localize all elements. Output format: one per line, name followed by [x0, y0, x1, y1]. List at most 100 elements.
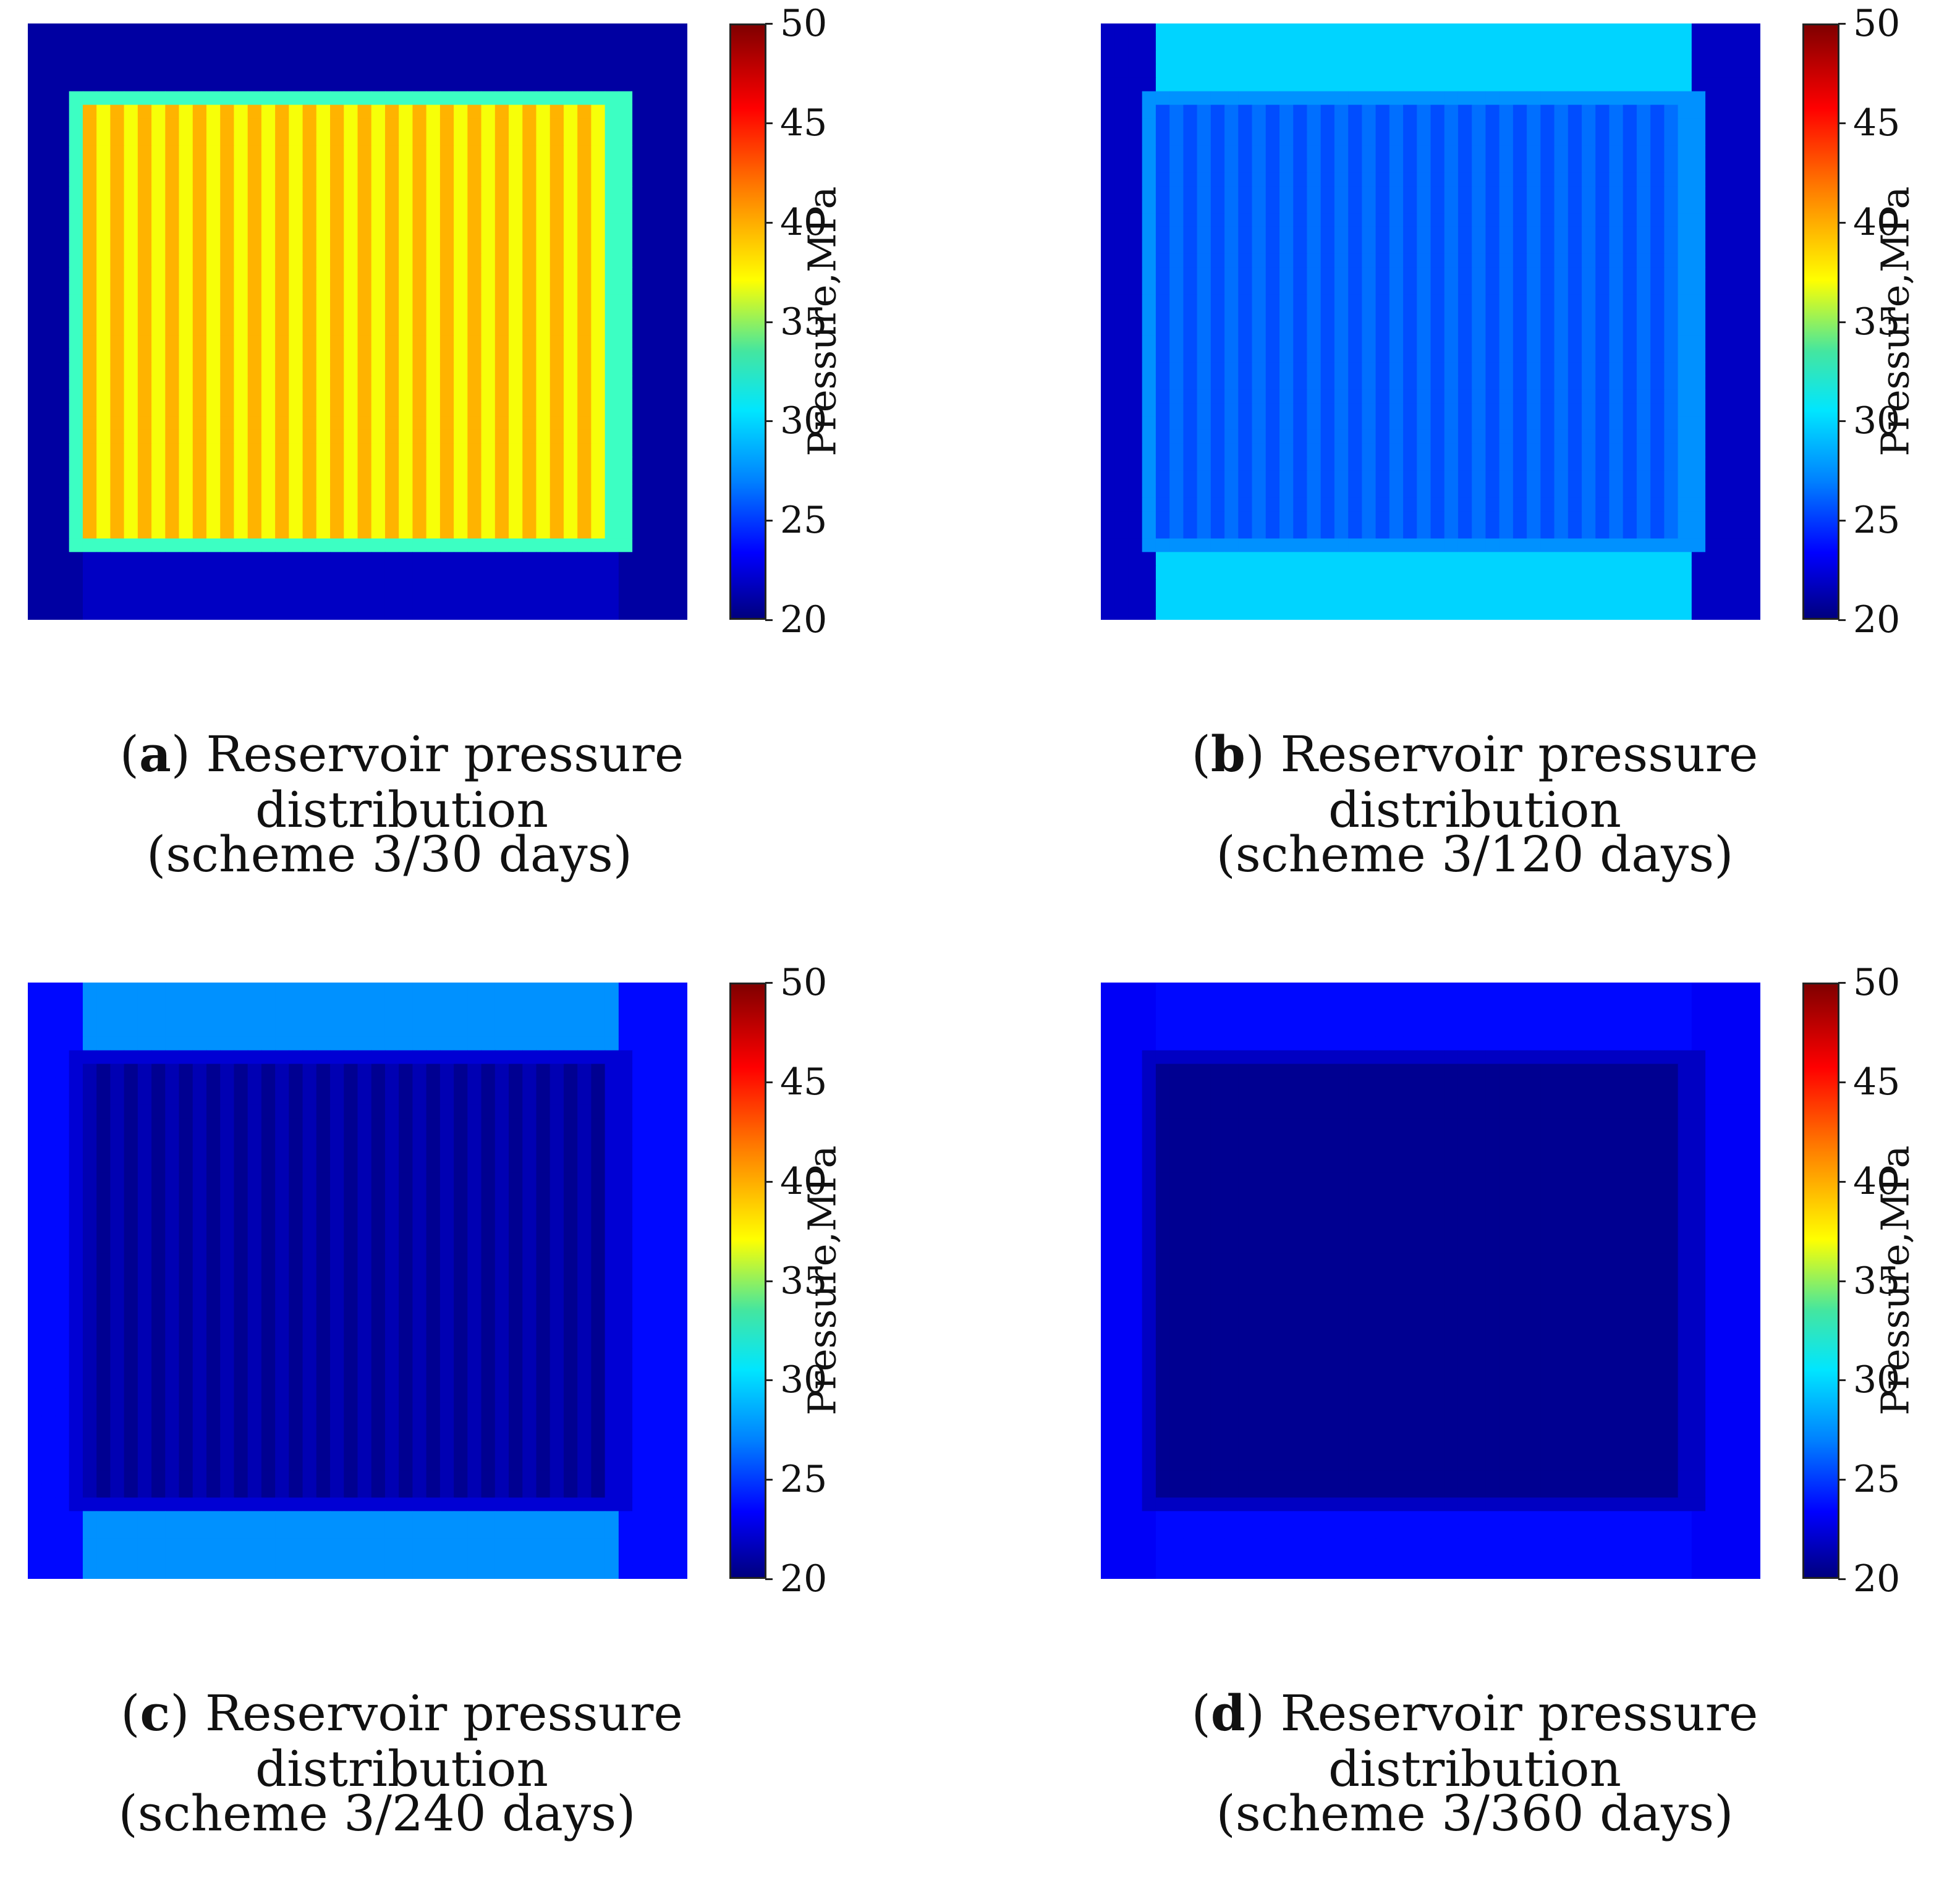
heatmap-cell	[1555, 389, 1569, 404]
heatmap-cell	[1637, 471, 1651, 485]
heatmap-cell	[1238, 37, 1252, 51]
heatmap-cell	[1183, 119, 1197, 133]
heatmap-cell	[1307, 606, 1321, 620]
heatmap-cell	[1568, 403, 1582, 417]
heatmap-cell	[151, 538, 166, 552]
heatmap-cell	[124, 593, 138, 607]
heatmap-cell	[179, 1131, 193, 1146]
heatmap-cell	[28, 471, 42, 485]
heatmap-cell	[1692, 23, 1706, 38]
heatmap-cell	[605, 444, 619, 458]
heatmap-cell	[138, 91, 152, 106]
heatmap-cell	[605, 1091, 619, 1105]
heatmap-cell	[248, 200, 262, 214]
heatmap-cell	[495, 295, 509, 309]
heatmap-cell	[41, 172, 56, 187]
heatmap-cell	[1169, 335, 1184, 349]
heatmap-cell	[1692, 403, 1706, 417]
heatmap-cell	[1568, 362, 1582, 376]
heatmap-cell	[660, 64, 674, 78]
heatmap-cell	[632, 525, 647, 539]
heatmap-cell	[138, 457, 152, 472]
heatmap-cell	[399, 119, 413, 133]
heatmap-cell	[303, 78, 317, 92]
heatmap-cell	[1719, 159, 1733, 173]
heatmap-cell	[1582, 200, 1596, 214]
heatmap-cell	[83, 64, 97, 78]
heatmap-cell	[1472, 145, 1486, 159]
heatmap-cell	[1279, 362, 1294, 376]
heatmap-cell	[1142, 512, 1156, 526]
heatmap-cell	[1637, 403, 1651, 417]
heatmap-cell	[454, 91, 468, 106]
heatmap-cell	[1500, 484, 1514, 499]
heatmap-cell	[206, 349, 221, 363]
heatmap-cell	[385, 471, 399, 485]
heatmap-cell	[1650, 145, 1665, 159]
heatmap-cell	[1705, 145, 1720, 159]
heatmap-cell	[385, 240, 399, 255]
heatmap-cell	[564, 335, 578, 349]
heatmap-cell	[1101, 308, 1115, 323]
heatmap-cell	[1197, 78, 1211, 92]
heatmap-cell	[358, 430, 372, 444]
heatmap-cell	[467, 186, 482, 200]
heatmap-cell	[1362, 538, 1376, 552]
heatmap-cell	[1101, 240, 1115, 255]
heatmap-cell	[1403, 525, 1417, 539]
heatmap-cell	[1293, 444, 1307, 458]
heatmap-cell	[426, 119, 441, 133]
heatmap-cell	[426, 322, 441, 336]
heatmap-cell	[1211, 349, 1225, 363]
heatmap-cell	[28, 389, 42, 404]
heatmap-cell	[440, 983, 454, 997]
heatmap-cell	[261, 37, 276, 51]
heatmap-cell	[55, 457, 69, 472]
heatmap-cell	[330, 376, 344, 390]
heatmap-cell	[1334, 376, 1349, 390]
heatmap-cell	[1595, 159, 1610, 173]
heatmap-cell	[1485, 389, 1500, 404]
heatmap-cell	[1623, 119, 1637, 133]
heatmap-cell	[96, 1051, 111, 1065]
heatmap-cell	[1472, 376, 1486, 390]
heatmap-cell	[1431, 538, 1445, 552]
heatmap-cell	[1389, 498, 1404, 512]
heatmap-cell	[179, 281, 193, 295]
heatmap-cell	[275, 64, 289, 78]
heatmap-cell	[399, 37, 413, 51]
heatmap-cell	[385, 1172, 399, 1186]
heatmap-cell	[1389, 172, 1404, 187]
heatmap-cell	[591, 593, 605, 607]
heatmap-cell	[509, 322, 523, 336]
heatmap-cell	[591, 213, 605, 227]
heatmap-cell	[303, 403, 317, 417]
heatmap-cell	[1431, 349, 1445, 363]
heatmap-cell	[1568, 240, 1582, 255]
heatmap-cell	[385, 565, 399, 580]
heatmap-cell	[151, 132, 166, 146]
heatmap-cell	[1513, 349, 1527, 363]
heatmap-cell	[1472, 457, 1486, 472]
heatmap-cell	[632, 538, 647, 552]
heatmap-cell	[1156, 593, 1170, 607]
heatmap-cell	[261, 457, 276, 472]
heatmap-cell	[1555, 37, 1569, 51]
heatmap-cell	[1513, 172, 1527, 187]
heatmap-cell	[1555, 552, 1569, 566]
heatmap-cell	[1431, 268, 1445, 282]
heatmap-cell	[646, 213, 660, 227]
heatmap-cell	[467, 132, 482, 146]
heatmap-cell	[1321, 132, 1335, 146]
heatmap-cell	[1637, 91, 1651, 106]
heatmap-cell	[1747, 525, 1760, 539]
heatmap-cell	[1664, 389, 1678, 404]
heatmap-cell	[605, 606, 619, 620]
heatmap-cell	[1555, 91, 1569, 106]
heatmap-cell	[1307, 119, 1321, 133]
heatmap-cell	[619, 996, 633, 1010]
heatmap-cell	[358, 1064, 372, 1078]
heatmap-cell	[371, 281, 386, 295]
heatmap-cell	[1637, 565, 1651, 580]
heatmap-cell	[660, 349, 674, 363]
